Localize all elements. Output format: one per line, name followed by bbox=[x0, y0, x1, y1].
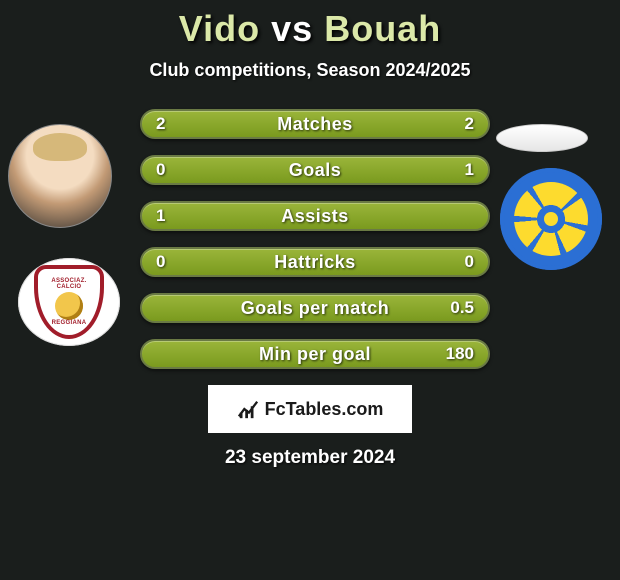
stats-list: 2 Matches 2 0 Goals 1 1 Assists 0 Hattri… bbox=[140, 109, 490, 369]
player2-placeholder-icon bbox=[496, 124, 588, 152]
title-player2: Bouah bbox=[324, 8, 441, 49]
stat-row: Goals per match 0.5 bbox=[140, 293, 490, 323]
club1-shield-icon: ASSOCIAZ. CALCIO REGGIANA bbox=[34, 265, 104, 339]
stat-label: Min per goal bbox=[259, 344, 371, 365]
club1-text-top: ASSOCIAZ. CALCIO bbox=[38, 278, 100, 290]
player1-avatar bbox=[8, 124, 112, 228]
stat-row: 0 Goals 1 bbox=[140, 155, 490, 185]
stat-label: Goals per match bbox=[241, 298, 390, 319]
stat-left-value: 0 bbox=[156, 160, 165, 180]
stat-row: 0 Hattricks 0 bbox=[140, 247, 490, 277]
club1-text-bottom: REGGIANA bbox=[52, 320, 87, 326]
fctables-logo-icon bbox=[237, 398, 259, 420]
comparison-card: Vido vs Bouah Club competitions, Season … bbox=[0, 0, 620, 469]
title: Vido vs Bouah bbox=[0, 8, 620, 50]
club1-crest: ASSOCIAZ. CALCIO REGGIANA bbox=[18, 258, 120, 346]
stat-label: Goals bbox=[289, 160, 342, 181]
stat-right-value: 2 bbox=[465, 114, 474, 134]
stat-right-value: 180 bbox=[446, 344, 474, 364]
stat-left-value: 1 bbox=[156, 206, 165, 226]
stat-right-value: 0.5 bbox=[450, 298, 474, 318]
stat-right-value: 1 bbox=[465, 160, 474, 180]
stat-right-value: 0 bbox=[465, 252, 474, 272]
stat-row: 2 Matches 2 bbox=[140, 109, 490, 139]
subtitle: Club competitions, Season 2024/2025 bbox=[0, 60, 620, 81]
stat-left-value: 0 bbox=[156, 252, 165, 272]
club2-crest bbox=[500, 168, 602, 270]
stat-row: 1 Assists bbox=[140, 201, 490, 231]
title-player1: Vido bbox=[179, 8, 260, 49]
date: 23 september 2024 bbox=[0, 447, 620, 469]
stat-label: Hattricks bbox=[274, 252, 356, 273]
stat-label: Assists bbox=[281, 206, 349, 227]
title-vs: vs bbox=[271, 8, 313, 49]
stat-left-value: 2 bbox=[156, 114, 165, 134]
club2-flower-icon bbox=[514, 182, 588, 256]
footer-site: FcTables.com bbox=[265, 399, 384, 420]
stat-row: Min per goal 180 bbox=[140, 339, 490, 369]
stat-label: Matches bbox=[277, 114, 353, 135]
footer-badge: FcTables.com bbox=[208, 385, 412, 433]
club1-ball-icon bbox=[55, 292, 83, 320]
